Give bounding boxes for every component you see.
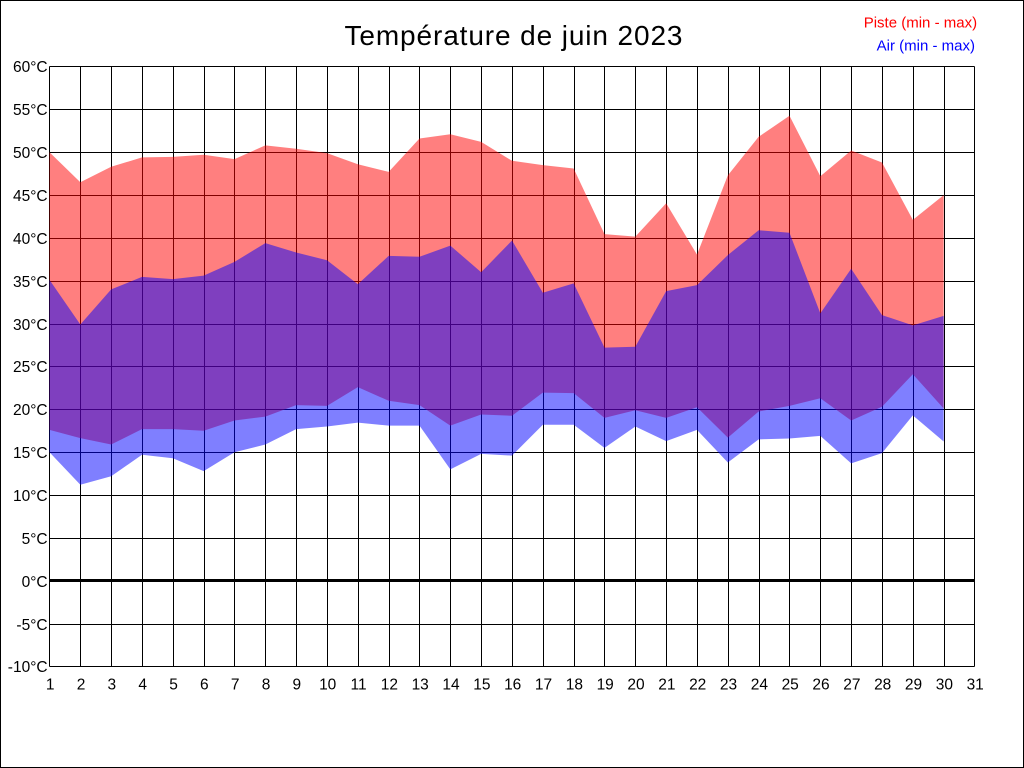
svg-text:19: 19	[597, 677, 614, 694]
svg-text:15: 15	[473, 677, 490, 694]
svg-text:20°C: 20°C	[13, 402, 48, 419]
svg-text:8: 8	[262, 677, 271, 694]
svg-text:9: 9	[293, 677, 302, 694]
svg-text:0°C: 0°C	[22, 574, 48, 591]
svg-text:Température de juin 2023: Température de juin 2023	[345, 20, 683, 51]
svg-text:30: 30	[936, 677, 954, 694]
svg-text:60°C: 60°C	[13, 59, 48, 76]
svg-text:20: 20	[627, 677, 645, 694]
svg-text:5: 5	[169, 677, 178, 694]
svg-text:27: 27	[843, 677, 860, 694]
svg-text:2: 2	[77, 677, 86, 694]
svg-text:40°C: 40°C	[13, 231, 48, 248]
svg-text:15°C: 15°C	[13, 445, 48, 462]
svg-text:-5°C: -5°C	[16, 617, 47, 634]
svg-text:6: 6	[200, 677, 209, 694]
svg-text:5°C: 5°C	[22, 531, 48, 548]
svg-text:11: 11	[350, 677, 366, 694]
svg-text:16: 16	[504, 677, 521, 694]
svg-text:10°C: 10°C	[13, 488, 48, 505]
svg-text:29: 29	[905, 677, 922, 694]
svg-text:55°C: 55°C	[13, 102, 48, 119]
svg-text:45°C: 45°C	[13, 188, 48, 205]
svg-text:26: 26	[812, 677, 829, 694]
svg-text:4: 4	[138, 677, 147, 694]
svg-text:30°C: 30°C	[13, 317, 48, 334]
svg-text:21: 21	[658, 677, 675, 694]
svg-text:3: 3	[108, 677, 117, 694]
svg-text:17: 17	[535, 677, 552, 694]
svg-text:31: 31	[967, 677, 984, 694]
svg-text:25°C: 25°C	[13, 359, 48, 376]
svg-text:23: 23	[720, 677, 737, 694]
svg-text:7: 7	[231, 677, 240, 694]
svg-text:35°C: 35°C	[13, 274, 48, 291]
svg-text:-10°C: -10°C	[8, 659, 48, 676]
svg-text:28: 28	[874, 677, 891, 694]
svg-text:Piste (min - max): Piste (min - max)	[864, 15, 977, 32]
svg-text:25: 25	[782, 677, 799, 694]
svg-text:18: 18	[566, 677, 583, 694]
svg-text:50°C: 50°C	[13, 145, 48, 162]
svg-text:13: 13	[412, 677, 429, 694]
svg-text:Air (min - max): Air (min - max)	[877, 37, 975, 54]
svg-text:24: 24	[751, 677, 769, 694]
svg-text:22: 22	[689, 677, 706, 694]
svg-text:10: 10	[319, 677, 337, 694]
svg-text:14: 14	[442, 677, 460, 694]
svg-text:1: 1	[46, 677, 55, 694]
svg-text:12: 12	[381, 677, 398, 694]
